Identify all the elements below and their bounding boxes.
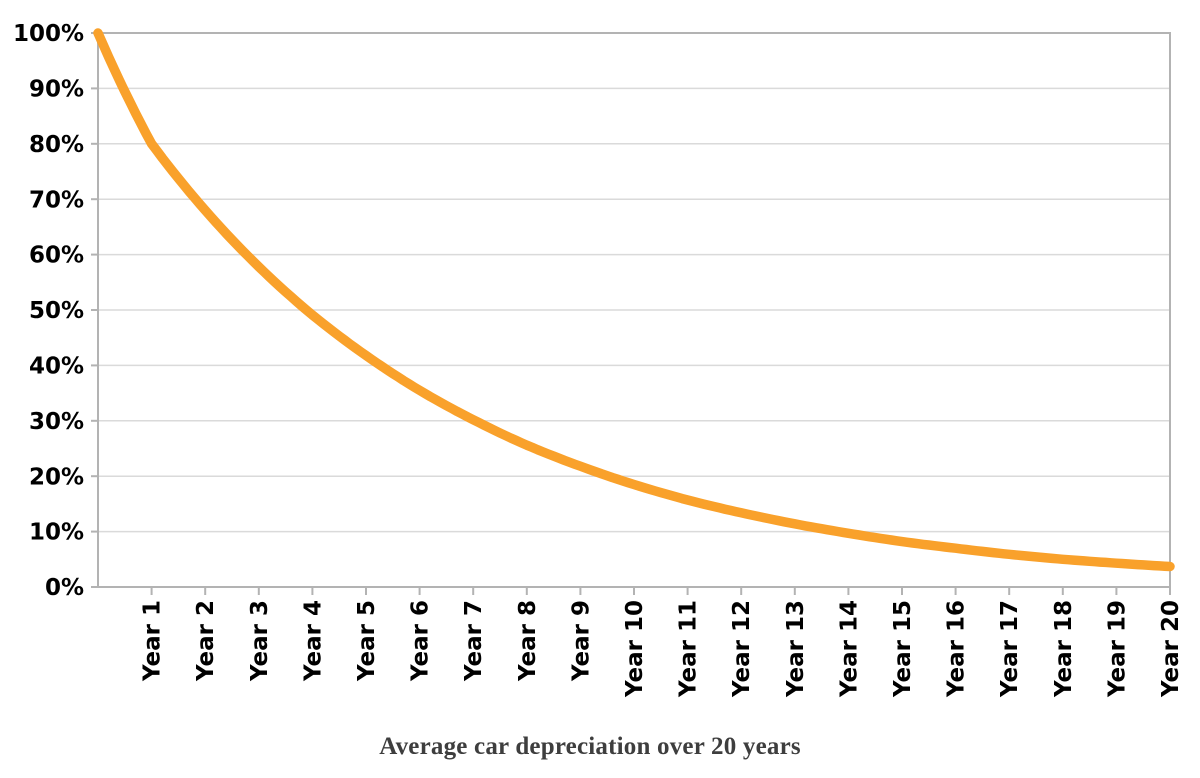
- x-axis-label: Year 3: [247, 600, 273, 682]
- x-axis-label: Year 10: [622, 600, 648, 698]
- y-axis-label: 100%: [13, 21, 84, 47]
- y-axis-label: 60%: [29, 243, 84, 269]
- y-axis-label: 90%: [29, 76, 84, 102]
- x-axis-label: Year 7: [461, 600, 487, 682]
- y-axis-label: 70%: [29, 187, 84, 213]
- x-axis-label: Year 5: [354, 600, 380, 682]
- y-axis-label: 20%: [29, 464, 84, 490]
- y-axis-label: 30%: [29, 409, 84, 435]
- x-axis-label: Year 18: [1051, 600, 1077, 698]
- x-axis-label: Year 13: [783, 600, 809, 698]
- x-axis-label: Year 17: [997, 600, 1023, 698]
- chart-title: Average car depreciation over 20 years: [379, 733, 801, 760]
- y-axis-label: 40%: [29, 353, 84, 379]
- x-axis-label: Year 2: [193, 600, 219, 682]
- x-axis-label: Year 4: [300, 600, 326, 682]
- x-axis-label: Year 6: [408, 600, 434, 682]
- x-axis-label: Year 15: [890, 600, 916, 698]
- y-axis-label: 80%: [29, 132, 84, 158]
- x-axis-label: Year 12: [729, 600, 755, 698]
- x-axis-label: Year 20: [1158, 600, 1184, 698]
- depreciation-line: [93, 28, 1175, 572]
- y-axis-label: 50%: [29, 298, 84, 324]
- x-axis-label: Year 16: [944, 600, 970, 698]
- x-axis-label: Year 1: [140, 600, 166, 682]
- x-axis-label: Year 9: [568, 600, 594, 682]
- y-axis-label: 0%: [45, 575, 84, 601]
- x-axis-label: Year 14: [836, 600, 862, 698]
- x-axis-label: Year 8: [515, 600, 541, 682]
- y-axis-label: 10%: [29, 520, 84, 546]
- x-axis-label: Year 19: [1104, 600, 1130, 698]
- x-axis-label: Year 11: [676, 600, 702, 698]
